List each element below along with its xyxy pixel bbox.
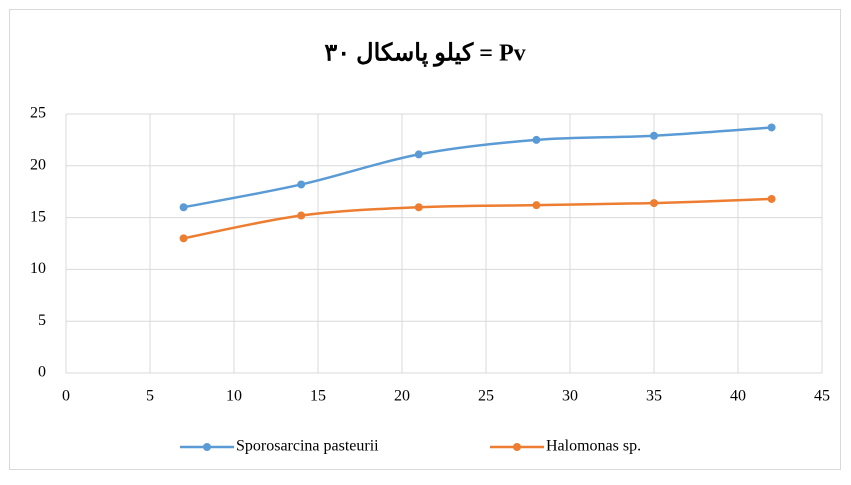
legend-label: Halomonas sp.: [546, 438, 641, 455]
marker: [650, 199, 658, 208]
chart-border: [9, 9, 841, 470]
marker: [297, 211, 306, 220]
x-tick-label: 5: [146, 388, 154, 405]
chart-title: ۳۰ کیلو پاسکال = Pv: [324, 41, 525, 68]
marker: [532, 201, 541, 210]
y-tick-label: 10: [30, 260, 46, 277]
marker: [179, 234, 188, 243]
marker: [767, 123, 776, 132]
y-tick-label: 5: [38, 312, 46, 329]
legend-label: Sporosarcina pasteurii: [236, 438, 379, 455]
marker: [297, 180, 306, 189]
x-tick-label: 45: [814, 388, 830, 405]
legend-marker: [203, 443, 211, 451]
y-tick-label: 25: [30, 105, 46, 122]
marker: [650, 131, 658, 140]
series-line: [183, 126, 772, 209]
x-tick-label: 15: [310, 388, 326, 405]
marker: [767, 194, 776, 203]
marker: [179, 203, 188, 212]
marker: [532, 135, 541, 144]
x-tick-label: 30: [562, 388, 578, 405]
x-tick-label: 40: [730, 388, 746, 405]
marker: [414, 150, 423, 159]
legend-marker: [513, 443, 521, 451]
x-tick-label: 0: [62, 388, 70, 405]
series-line: [183, 197, 772, 240]
y-tick-label: 0: [38, 364, 46, 381]
x-tick-label: 10: [226, 388, 242, 405]
x-tick-label: 20: [394, 388, 410, 405]
y-tick-label: 20: [30, 156, 46, 173]
x-tick-label: 35: [646, 388, 662, 405]
marker: [414, 203, 423, 212]
x-tick-label: 25: [478, 388, 494, 405]
y-tick-label: 15: [30, 208, 46, 225]
